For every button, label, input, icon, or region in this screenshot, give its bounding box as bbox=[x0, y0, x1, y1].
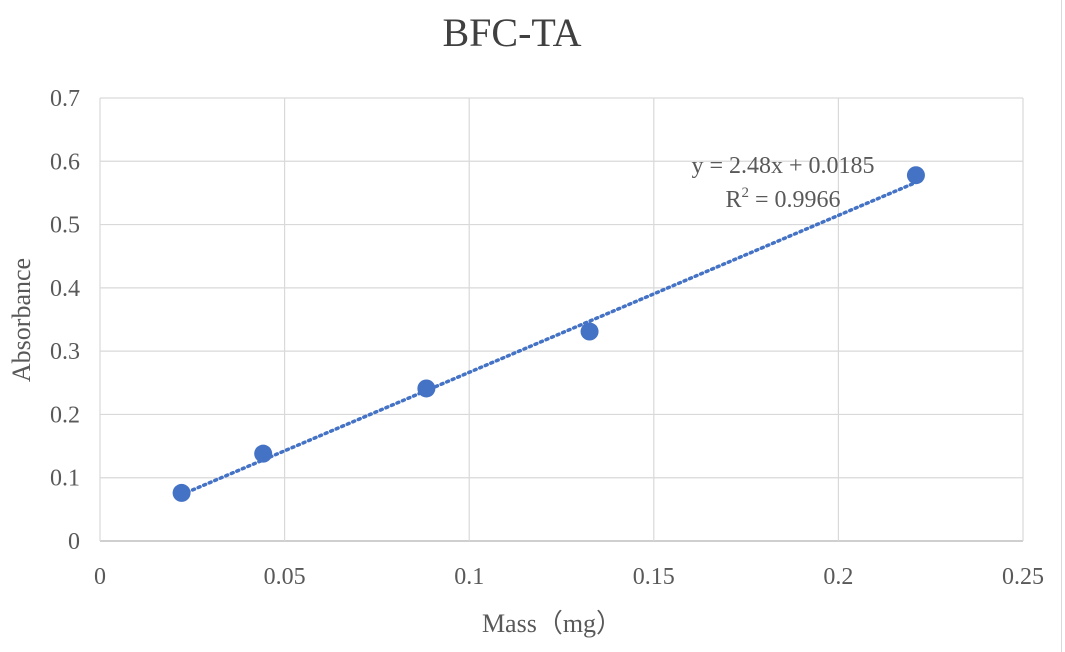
x-axis-title: Mass（mg） bbox=[482, 609, 622, 638]
chart-title: BFC-TA bbox=[442, 10, 581, 55]
x-tick-label: 0.2 bbox=[823, 564, 853, 590]
data-point bbox=[254, 444, 273, 463]
y-tick-label: 0.5 bbox=[50, 213, 80, 239]
grid-lines bbox=[99, 97, 1024, 542]
y-tick-label: 0.7 bbox=[50, 86, 80, 112]
x-tick-label: 0.25 bbox=[1002, 564, 1044, 590]
frame-edge bbox=[1061, 0, 1062, 652]
data-point bbox=[580, 322, 599, 341]
y-tick-label: 0.3 bbox=[50, 339, 80, 365]
trendline bbox=[179, 180, 918, 497]
r-squared-value: = 0.9966 bbox=[749, 187, 841, 213]
y-tick-label: 0.4 bbox=[50, 276, 80, 302]
data-point bbox=[417, 379, 436, 398]
r-squared-label: R2 = 0.9966 bbox=[725, 185, 840, 213]
y-tick-label: 0.2 bbox=[50, 402, 80, 428]
y-tick-labels: 0 0.1 0.2 0.3 0.4 0.5 0.6 0.7 bbox=[50, 86, 80, 555]
x-tick-label: 0.05 bbox=[264, 564, 306, 590]
x-tick-labels: 0 0.05 0.1 0.15 0.2 0.25 bbox=[94, 564, 1044, 590]
y-axis-title: Absorbance bbox=[7, 258, 36, 382]
trendline-group bbox=[179, 180, 918, 497]
r-squared-superscript: 2 bbox=[741, 185, 749, 201]
y-tick-label: 0.6 bbox=[50, 149, 80, 175]
x-tick-label: 0.15 bbox=[633, 564, 675, 590]
r-squared-r: R bbox=[725, 187, 741, 213]
y-tick-label: 0.1 bbox=[50, 466, 80, 492]
x-tick-label: 0.1 bbox=[454, 564, 484, 590]
data-point bbox=[172, 483, 191, 502]
data-points bbox=[172, 166, 925, 502]
data-point bbox=[906, 166, 925, 185]
y-tick-label: 0 bbox=[68, 529, 80, 555]
x-tick-label: 0 bbox=[94, 564, 106, 590]
trendline-equation: y = 2.48x + 0.0185 bbox=[691, 153, 874, 179]
